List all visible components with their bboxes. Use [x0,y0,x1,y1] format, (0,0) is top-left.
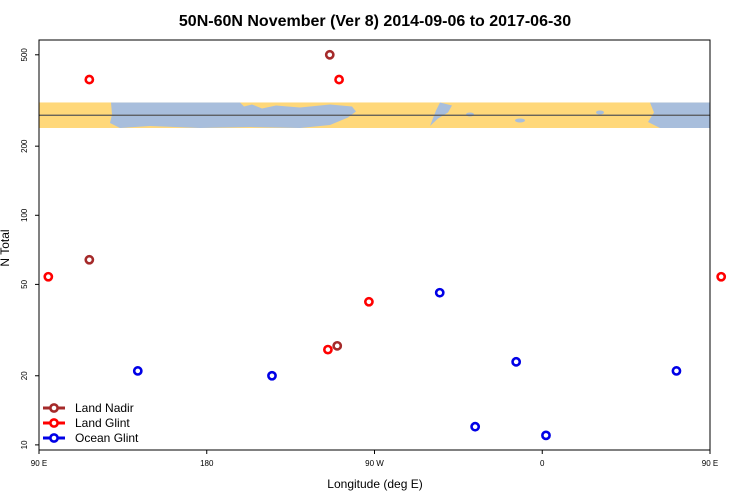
data-point [716,271,727,282]
plot-frame [38,39,711,451]
legend-marker [49,433,59,443]
map-lake [186,108,194,113]
y-tick-label: 200 [20,139,29,153]
x-tick-label: 90 W [365,459,384,468]
data-points [43,49,727,441]
data-point [84,74,95,85]
y-axis-label: N Total [0,229,12,266]
data-point [332,340,343,351]
legend-item: Land Nadir [43,401,134,415]
map-lake [515,118,525,123]
data-point [334,74,344,85]
x-tick-label: 90 E [31,459,47,468]
map-lake [466,112,474,117]
data-point [470,421,481,432]
map-ocean [430,102,452,126]
map-lake [325,116,335,121]
legend-label: Land Glint [75,416,130,430]
data-point [84,254,95,265]
data-point [267,370,277,381]
data-point [43,271,54,282]
legend-item: Land Glint [43,416,130,430]
data-point [434,287,445,298]
map-lake [596,110,604,115]
y-axis: 10 20 50 100 200 500 [20,48,39,449]
data-point [511,356,522,367]
chart-title: 50N-60N November (Ver 8) 2014-09-06 to 2… [179,13,571,30]
legend-marker [49,418,59,428]
x-tick-label: 90 E [702,459,718,468]
y-tick-label: 10 [20,440,29,449]
data-point [132,366,143,376]
y-tick-label: 20 [20,371,29,380]
x-tick-label: 0 [540,459,545,468]
x-axis: 90 E 180 90 W 0 90 E [31,450,718,468]
data-point [541,430,551,441]
legend-item: Ocean Glint [43,431,139,445]
x-tick-label: 180 [200,459,214,468]
y-tick-label: 100 [20,208,29,222]
x-axis-label: Longitude (deg E) [327,477,422,491]
data-point [671,366,682,376]
y-tick-label: 500 [20,48,29,62]
legend-marker [49,403,59,413]
data-point [364,296,374,307]
data-point [323,344,333,355]
y-tick-label: 50 [20,279,29,288]
data-point [324,49,335,60]
map-band [39,102,710,128]
legend-label: Land Nadir [75,401,134,415]
legend-label: Ocean Glint [75,431,139,445]
